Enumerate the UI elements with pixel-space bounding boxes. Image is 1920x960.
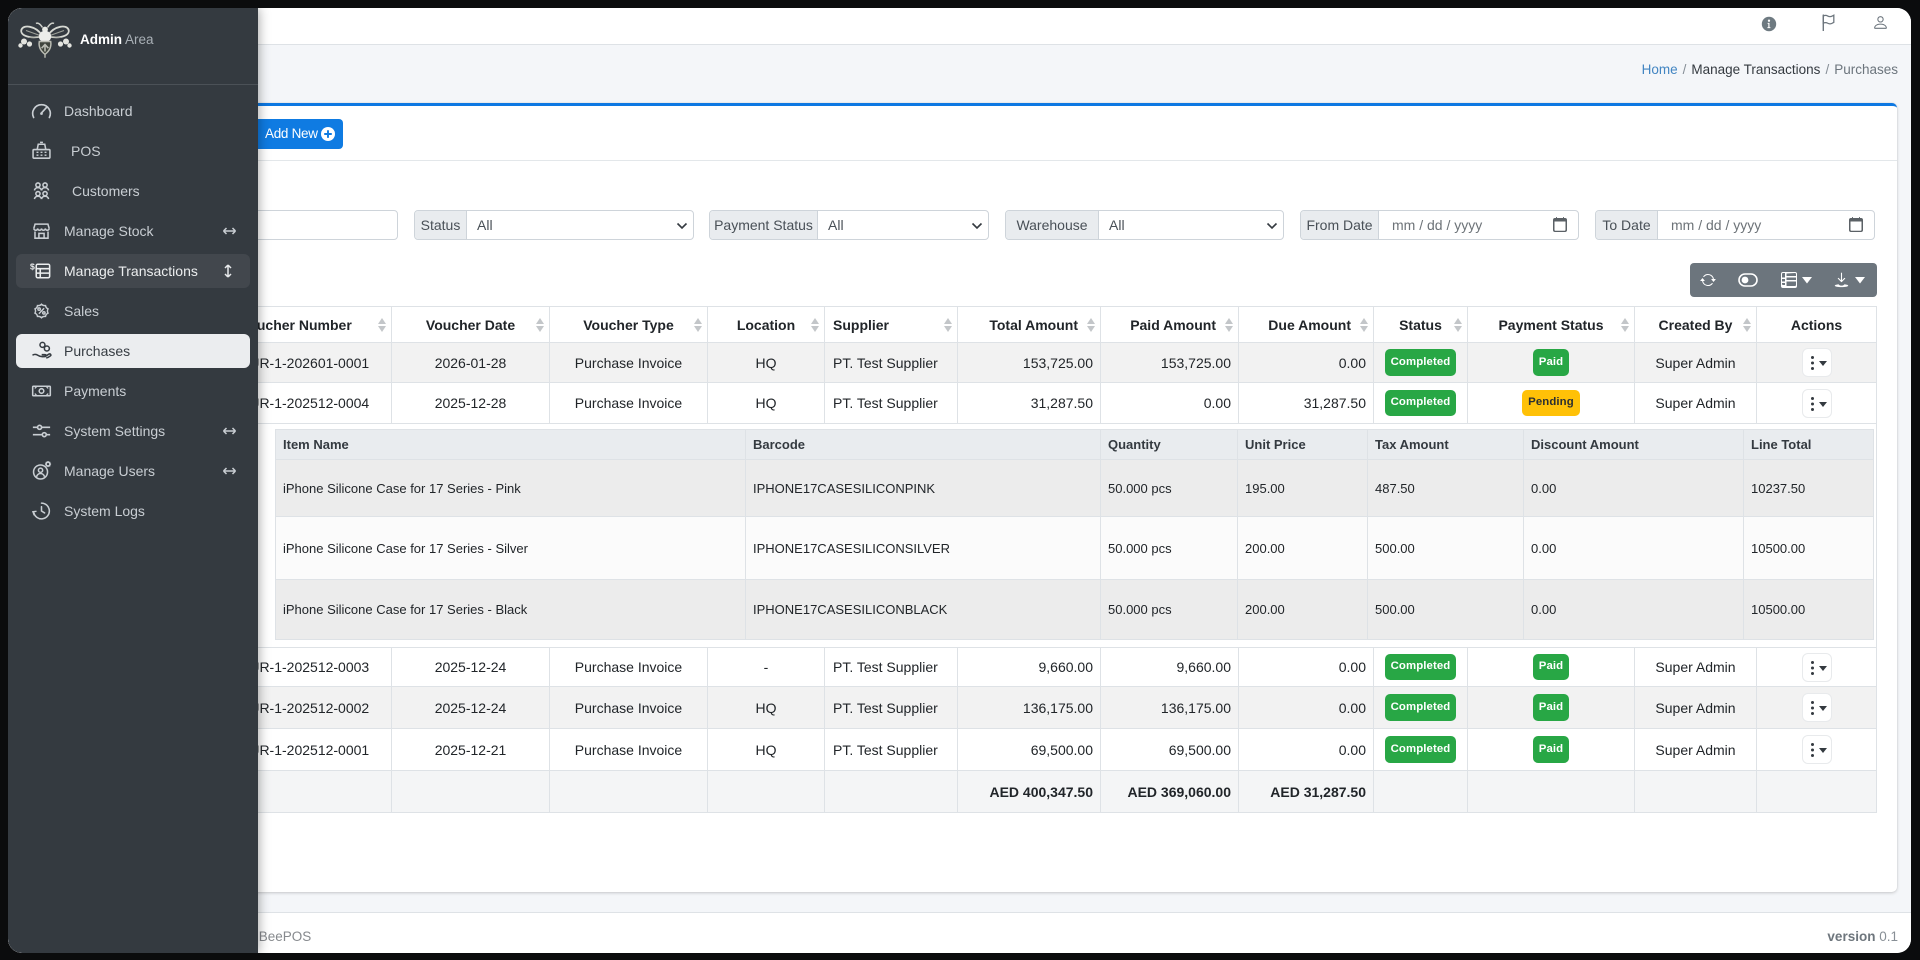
svg-text:$: $ <box>30 262 35 272</box>
